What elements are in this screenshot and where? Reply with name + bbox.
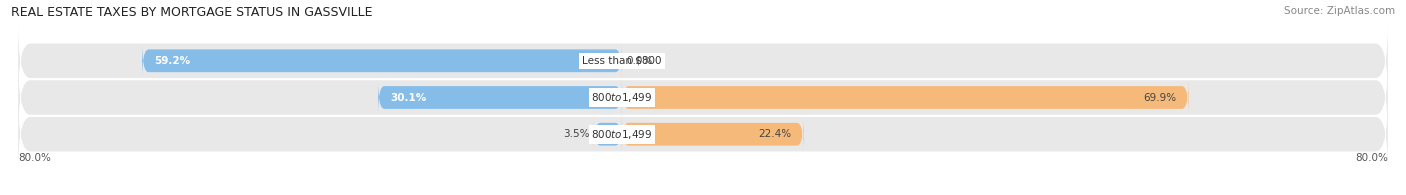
FancyBboxPatch shape	[621, 80, 1188, 115]
Text: 30.1%: 30.1%	[389, 92, 426, 103]
Text: 3.5%: 3.5%	[562, 129, 589, 139]
Text: $800 to $1,499: $800 to $1,499	[592, 91, 652, 104]
Text: 69.9%: 69.9%	[1143, 92, 1177, 103]
FancyBboxPatch shape	[593, 116, 621, 152]
Text: REAL ESTATE TAXES BY MORTGAGE STATUS IN GASSVILLE: REAL ESTATE TAXES BY MORTGAGE STATUS IN …	[11, 6, 373, 19]
FancyBboxPatch shape	[621, 116, 803, 152]
Text: $800 to $1,499: $800 to $1,499	[592, 128, 652, 141]
Text: 80.0%: 80.0%	[1355, 153, 1388, 163]
FancyBboxPatch shape	[18, 23, 1388, 99]
Text: 59.2%: 59.2%	[155, 56, 190, 66]
FancyBboxPatch shape	[18, 60, 1388, 135]
FancyBboxPatch shape	[378, 80, 621, 115]
Text: 22.4%: 22.4%	[758, 129, 792, 139]
Text: Source: ZipAtlas.com: Source: ZipAtlas.com	[1284, 6, 1395, 16]
Text: 0.0%: 0.0%	[626, 56, 652, 66]
Text: Less than $800: Less than $800	[582, 56, 662, 66]
FancyBboxPatch shape	[18, 96, 1388, 172]
Text: 80.0%: 80.0%	[18, 153, 51, 163]
FancyBboxPatch shape	[142, 43, 621, 79]
